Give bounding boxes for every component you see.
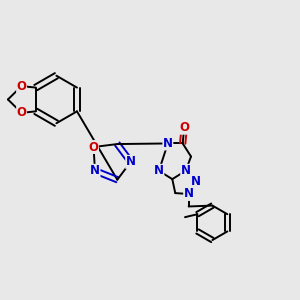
Text: N: N — [126, 155, 136, 168]
Text: O: O — [16, 80, 27, 93]
Text: N: N — [90, 164, 100, 177]
Text: O: O — [16, 106, 27, 119]
Text: N: N — [163, 137, 173, 150]
Text: O: O — [179, 121, 189, 134]
Text: N: N — [191, 175, 201, 188]
Text: N: N — [184, 188, 194, 200]
Text: N: N — [154, 164, 164, 177]
Text: N: N — [181, 164, 191, 177]
Text: O: O — [88, 140, 98, 154]
